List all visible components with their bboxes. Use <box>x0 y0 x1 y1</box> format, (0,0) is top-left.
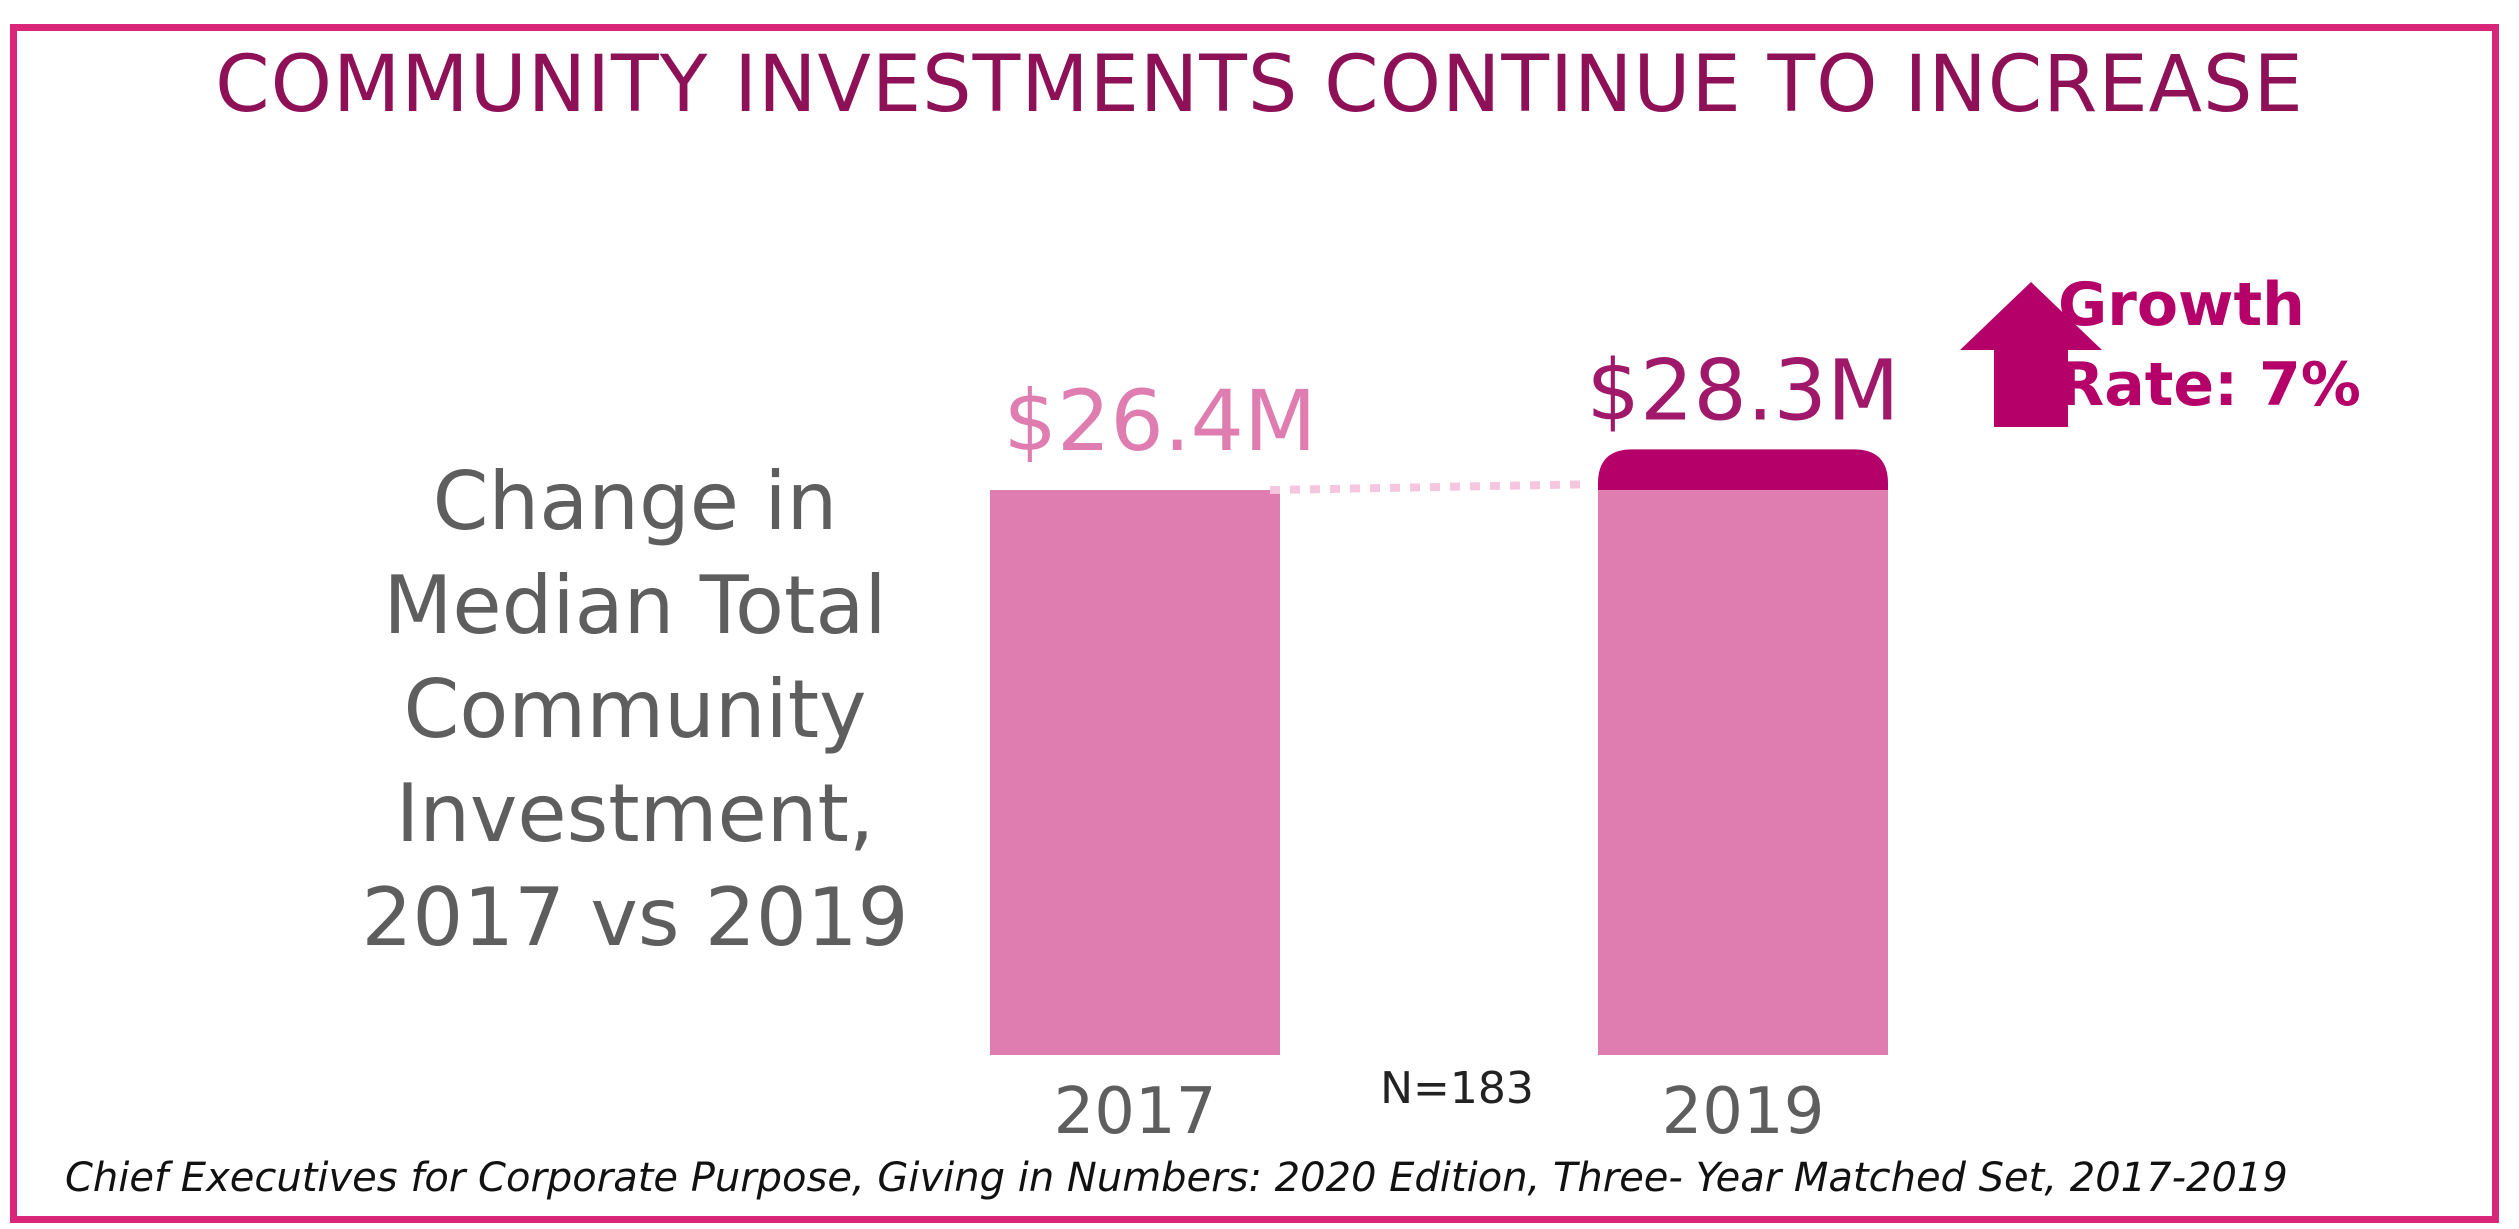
bar-2017 <box>990 490 1280 1055</box>
side-description: Change in Median Total Community Investm… <box>330 450 940 970</box>
growth-connector-line <box>1269 480 1584 495</box>
value-label-2019: $28.3M <box>1587 341 1900 439</box>
category-label-2017: 2017 <box>1054 1075 1217 1149</box>
bar-2019-growth-segment <box>1598 449 1888 491</box>
side-description-line: 2017 vs 2019 <box>361 871 909 964</box>
growth-rate-label: Growth <box>2058 270 2305 340</box>
value-label-2017: $26.4M <box>1004 372 1317 470</box>
bar-2019-base <box>1598 490 1888 1055</box>
sample-size-note: N=183 <box>1380 1063 1534 1114</box>
side-description-line: Change in <box>432 455 838 548</box>
side-description-line: Median Total <box>383 559 887 652</box>
source-citation: Chief Executives for Corporate Purpose, … <box>65 1155 2288 1201</box>
growth-arrow-up-icon <box>1960 282 2102 427</box>
growth-rate-label: Rate: 7% <box>2058 350 2361 420</box>
side-description-line: Investment, <box>395 767 875 860</box>
category-label-2019: 2019 <box>1662 1075 1825 1149</box>
chart-title: COMMUNITY INVESTMENTS CONTINUE TO INCREA… <box>215 40 2304 130</box>
side-description-line: Community <box>403 663 867 756</box>
